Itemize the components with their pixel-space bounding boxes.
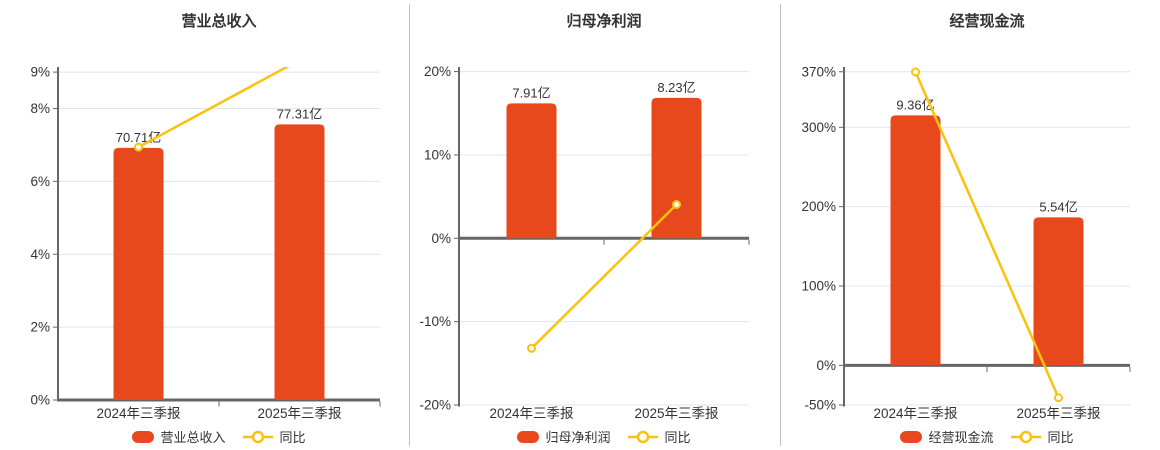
yoy-line <box>914 71 1060 399</box>
panel-divider <box>409 4 410 446</box>
yoy-line-group <box>527 200 681 353</box>
y-tick-label: 8% <box>30 101 50 116</box>
bar-value-label: 8.23亿 <box>657 80 695 95</box>
yoy-series-label: 同比 <box>279 430 306 445</box>
bar-value-label: 77.31亿 <box>277 106 323 121</box>
yoy-line-marker[interactable] <box>134 142 143 152</box>
bar-revenue-1[interactable] <box>274 124 325 400</box>
chart-net-profit: 20% 10% 0% -10% -20% 7.91亿 8.23亿 2024年三季报 2025年三… <box>419 64 750 421</box>
yoy-line-marker-icon <box>242 430 273 443</box>
bar-series-swatch <box>517 430 540 443</box>
bar-series-label: 营业总收入 <box>160 430 226 445</box>
bar-cash-flow-0[interactable] <box>890 115 941 366</box>
y-tick-label: 2% <box>30 320 50 335</box>
y-tick-label: 6% <box>30 174 50 189</box>
bar-series-swatch <box>900 430 923 443</box>
y-tick-label: 370% <box>801 64 836 79</box>
bar-series-swatch <box>132 430 155 443</box>
panel-divider <box>780 4 781 446</box>
y-tick-label: 0% <box>816 358 836 373</box>
legend-cash-flow: 经营现金流 同比 <box>817 427 1157 446</box>
y-tick-label: 200% <box>801 199 836 214</box>
bar-cash-flow-1[interactable] <box>1033 217 1084 366</box>
chart-title-revenue: 营业总收入 <box>181 13 257 30</box>
yoy-line-marker[interactable] <box>672 200 681 210</box>
y-tick-label: 9% <box>30 65 50 80</box>
yoy-line-marker[interactable] <box>527 343 536 353</box>
yoy-line <box>530 203 678 350</box>
y-tick-label: 0% <box>431 231 451 246</box>
bar-value-label: 9.36亿 <box>896 97 934 112</box>
chart-cash-flow: 370% 300% 200% 100% 0% -50% 9.36亿 5.54亿 2024年三季报… <box>801 64 1131 421</box>
bar-series-label: 经营现金流 <box>928 430 994 445</box>
yoy-line-marker[interactable] <box>296 57 303 64</box>
legend-revenue: 营业总收入 同比 <box>49 427 389 446</box>
bar-net-profit-0[interactable] <box>506 103 557 239</box>
legend-net-profit: 归母净利润 同比 <box>434 427 774 446</box>
bar-series-label: 归母净利润 <box>545 430 611 445</box>
y-tick-label: 100% <box>801 278 836 293</box>
x-category-label: 2024年三季报 <box>873 406 957 421</box>
x-category-label: 2025年三季报 <box>1016 406 1100 421</box>
y-tick-label: 0% <box>30 393 50 408</box>
bar-value-label: 7.91亿 <box>512 85 550 100</box>
chart-title-cash-flow: 经营现金流 <box>949 13 1025 30</box>
y-tick-label: 300% <box>801 120 836 135</box>
y-tick-label: 20% <box>424 64 451 79</box>
yoy-line <box>137 67 290 149</box>
x-category-label: 2025年三季报 <box>257 406 341 421</box>
yoy-line-marker-icon <box>1010 430 1041 443</box>
bar-value-label: 5.54亿 <box>1039 199 1077 214</box>
yoy-series-label: 同比 <box>664 430 691 445</box>
x-category-label: 2024年三季报 <box>489 406 573 421</box>
yoy-line-marker-icon <box>627 430 658 443</box>
yoy-line-marker[interactable] <box>1054 393 1063 403</box>
x-category-label: 2024年三季报 <box>96 406 180 421</box>
bar-revenue-0[interactable] <box>113 147 164 400</box>
y-tick-label: 10% <box>424 147 451 162</box>
chart-title-net-profit: 归母净利润 <box>566 13 642 30</box>
bar-net-profit-1[interactable] <box>651 97 702 239</box>
y-tick-label: -20% <box>419 398 451 413</box>
yoy-line-group <box>134 57 303 152</box>
y-tick-label: 4% <box>30 247 50 262</box>
x-category-label: 2025年三季报 <box>634 406 718 421</box>
y-tick-label: -50% <box>804 398 836 413</box>
y-tick-label: -10% <box>419 314 451 329</box>
yoy-series-label: 同比 <box>1047 430 1074 445</box>
yoy-line-group <box>911 67 1063 403</box>
yoy-line-marker[interactable] <box>911 67 920 77</box>
